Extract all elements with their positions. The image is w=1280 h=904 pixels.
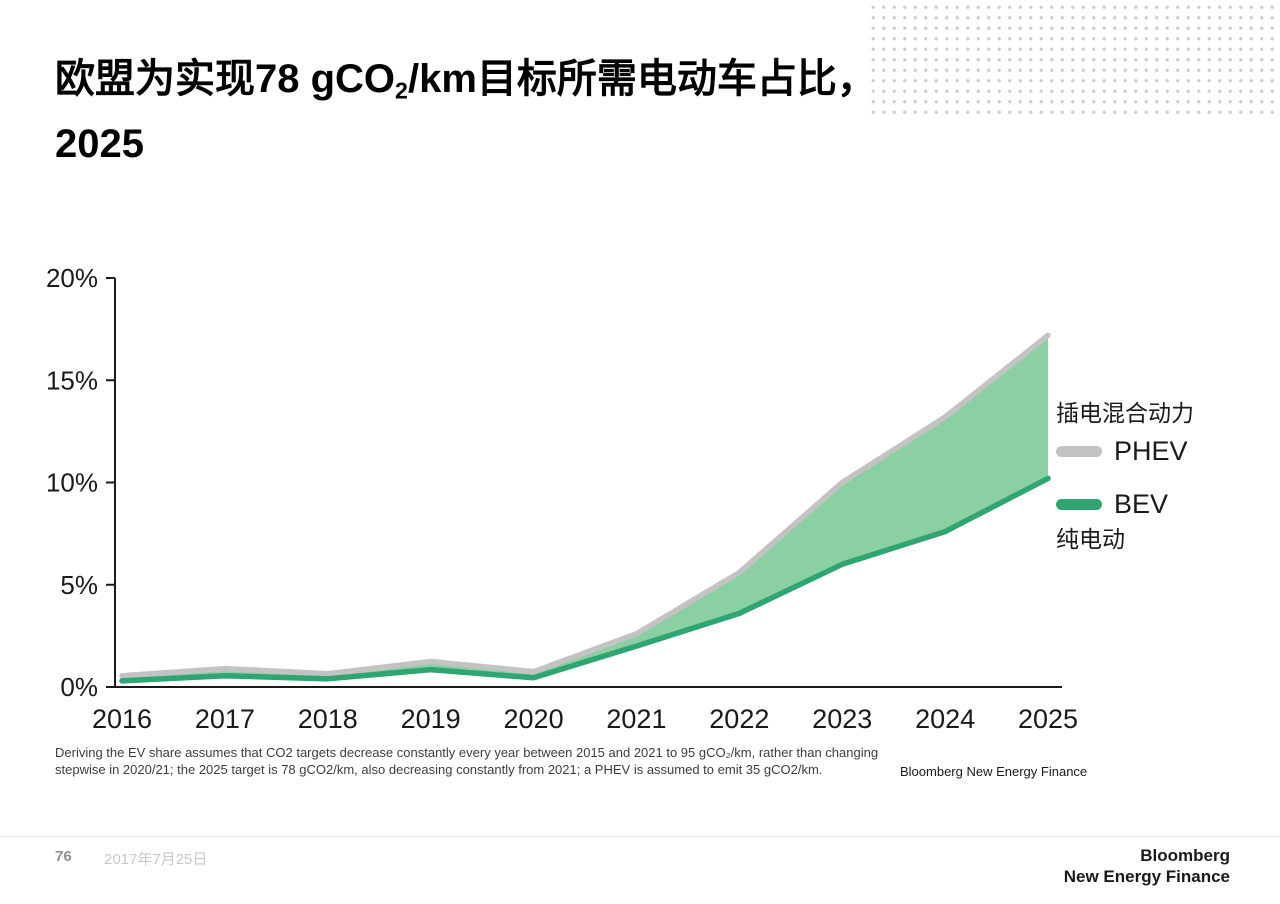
svg-text:0%: 0%	[60, 672, 98, 702]
legend-phev-chinese-label: 插电混合动力	[1056, 400, 1194, 426]
legend-phev-row: PHEV	[1056, 436, 1276, 467]
svg-text:2021: 2021	[606, 704, 666, 734]
svg-text:2023: 2023	[812, 704, 872, 734]
svg-text:2022: 2022	[709, 704, 769, 734]
phev-swatch-icon	[1056, 446, 1102, 457]
footer-divider	[0, 836, 1280, 837]
footer-date: 2017年7月25日	[104, 851, 208, 868]
svg-text:2025: 2025	[1018, 704, 1078, 734]
svg-text:2016: 2016	[92, 704, 152, 734]
svg-text:15%: 15%	[46, 365, 98, 395]
bnef-logo-line1: Bloomberg	[1140, 846, 1230, 865]
page-number: 76	[55, 848, 72, 865]
bev-swatch-icon	[1056, 499, 1102, 510]
svg-text:10%: 10%	[46, 468, 98, 498]
chart-legend: 插电混合动力 PHEV BEV 纯电动	[1056, 398, 1276, 554]
page-title-pre: 欧盟为实现78 gCO	[55, 57, 396, 101]
legend-bev-chinese-label: 纯电动	[1056, 526, 1125, 552]
page-title-post: /km目标所需电动车占比，2025	[55, 57, 877, 167]
bnef-logo: Bloomberg New Energy Finance	[1064, 845, 1230, 887]
page-title: 欧盟为实现78 gCO2/km目标所需电动车占比，2025	[55, 52, 905, 171]
svg-text:5%: 5%	[60, 570, 98, 600]
source-credit: Bloomberg New Energy Finance	[900, 764, 1088, 779]
ev-share-area-chart: 0% 5% 10% 15% 20% 2016 2017 2018 2019 2020 2021 202…	[46, 263, 1078, 734]
legend-bev-label: BEV	[1114, 489, 1169, 519]
legend-bev-row: BEV	[1056, 489, 1276, 520]
legend-phev-label: PHEV	[1114, 436, 1188, 466]
svg-text:2024: 2024	[915, 704, 975, 734]
svg-text:2019: 2019	[401, 704, 461, 734]
page-title-subscript: 2	[395, 77, 408, 104]
svg-text:2018: 2018	[298, 704, 358, 734]
bnef-logo-line2: New Energy Finance	[1063, 867, 1230, 886]
svg-text:2017: 2017	[195, 704, 255, 734]
svg-text:2020: 2020	[504, 704, 564, 734]
svg-text:20%: 20%	[46, 263, 98, 293]
chart-footnote: Deriving the EV share assumes that CO2 t…	[55, 745, 879, 777]
dot-pattern-decoration	[866, 0, 1280, 116]
